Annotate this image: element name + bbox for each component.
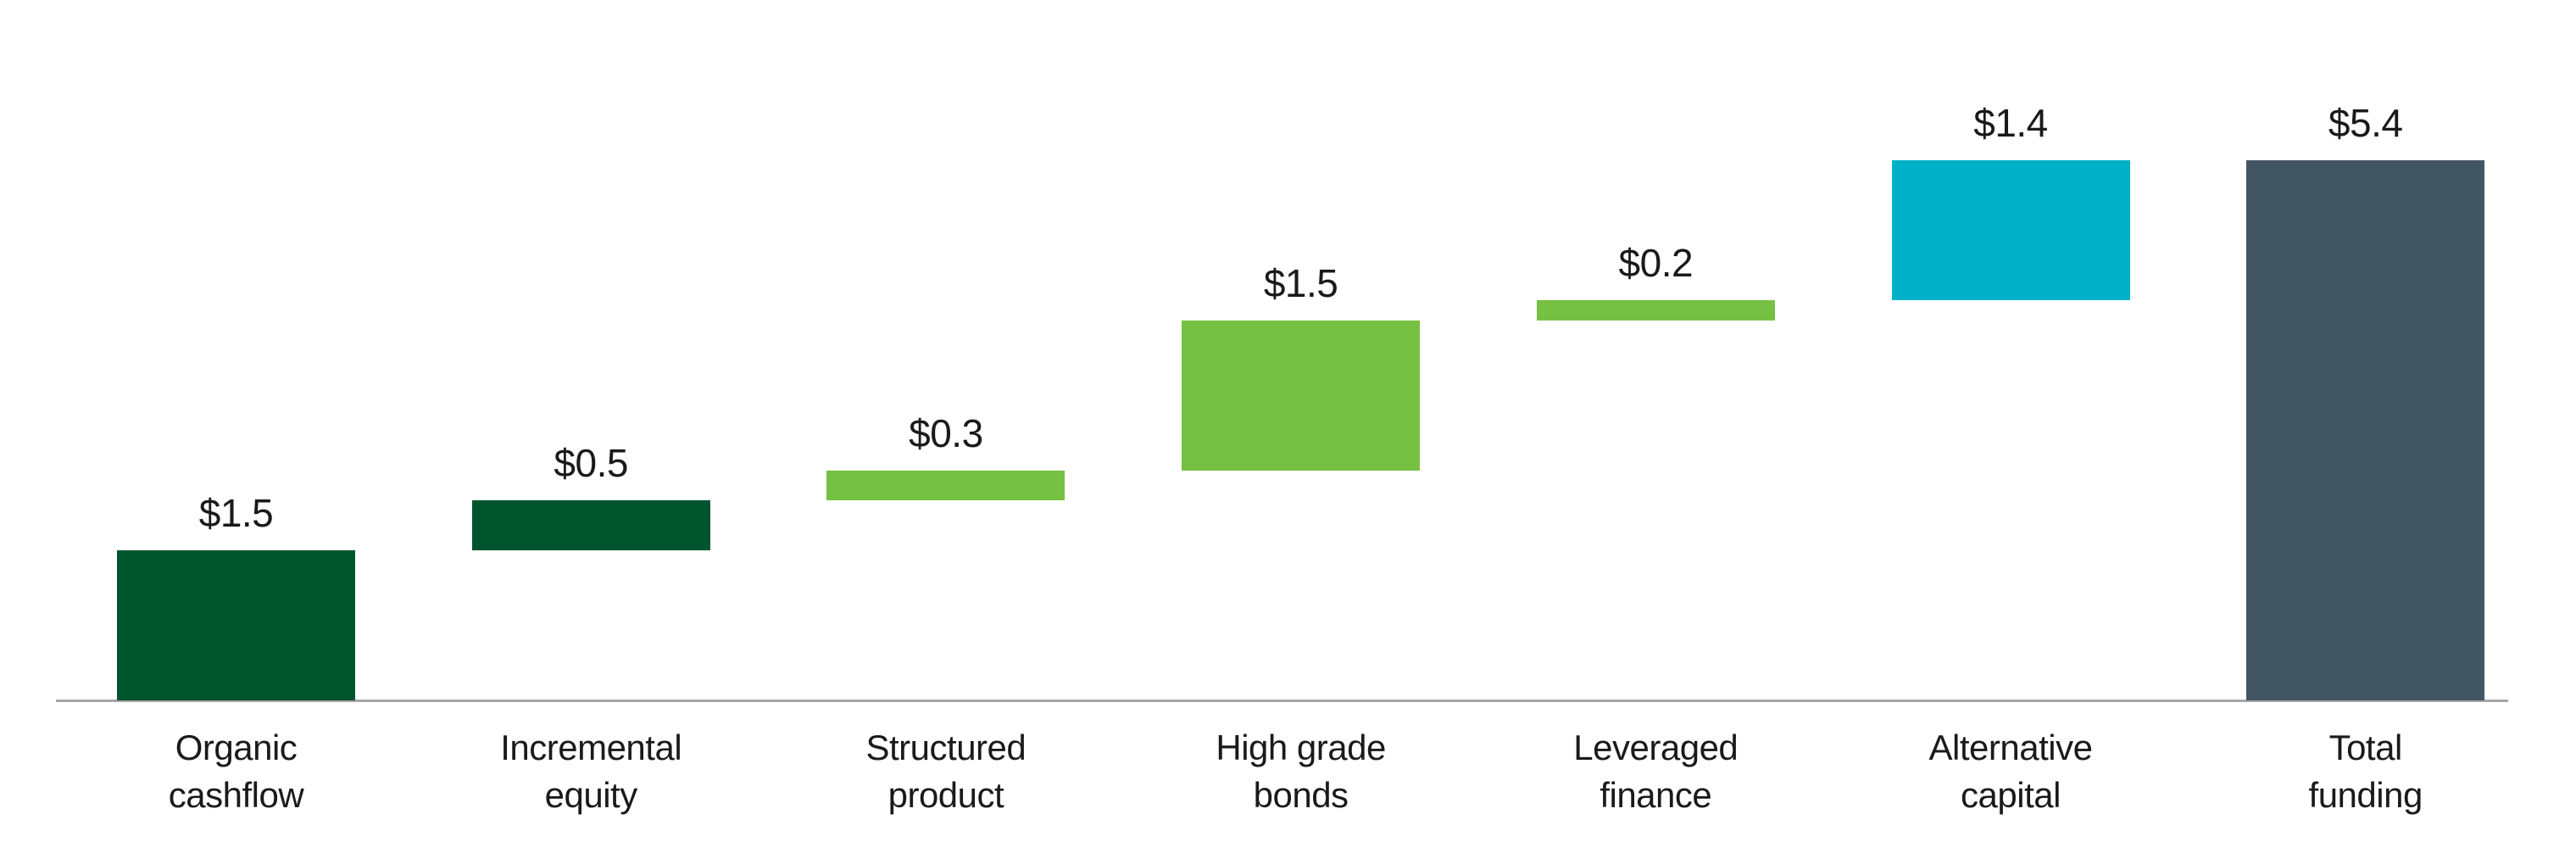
- bar-organic-cashflow: [117, 550, 355, 700]
- category-label-line: capital: [1961, 775, 2061, 815]
- value-label-organic-cashflow: $1.5: [198, 491, 274, 535]
- category-label-line: funding: [2308, 775, 2423, 815]
- bar-leveraged-finance: [1536, 300, 1775, 321]
- bar-total-funding: [2246, 159, 2485, 700]
- category-label-line: Total: [2328, 728, 2403, 767]
- category-label-line: equity: [544, 775, 638, 815]
- category-label-line: Leveraged: [1573, 728, 1739, 767]
- bar-alternative-capital: [1891, 159, 2130, 300]
- category-label-leveraged-finance: Leveraged finance: [1477, 724, 1833, 819]
- value-label-structured-product: $0.3: [909, 410, 983, 455]
- category-label-line: High grade: [1216, 728, 1386, 767]
- x-axis-line: [56, 700, 2508, 702]
- category-label-high-grade-bonds: High grade bonds: [1123, 724, 1479, 819]
- value-label-alternative-capital: $1.4: [1973, 100, 2048, 145]
- category-label-line: Organic: [175, 728, 298, 767]
- category-label-line: cashflow: [168, 775, 304, 815]
- category-label-alternative-capital: Alternative capital: [1833, 724, 2189, 819]
- value-label-leveraged-finance: $0.2: [1618, 241, 1694, 285]
- bar-incremental-equity: [471, 500, 710, 550]
- category-label-line: Incremental: [500, 728, 682, 767]
- category-label-line: bonds: [1253, 775, 1349, 815]
- category-label-line: Structured: [865, 728, 1027, 767]
- value-label-total-funding: $5.4: [2328, 100, 2403, 145]
- category-label-line: Alternative: [1928, 728, 2093, 767]
- category-label-structured-product: Structured product: [768, 724, 1124, 819]
- category-label-line: product: [887, 775, 1004, 815]
- bar-high-grade-bonds: [1182, 320, 1421, 471]
- category-label-line: finance: [1600, 775, 1712, 815]
- category-label-incremental-equity: Incremental equity: [413, 724, 769, 819]
- category-label-total-funding: Total funding: [2188, 724, 2544, 819]
- bar-structured-product: [826, 470, 1065, 500]
- category-label-organic-cashflow: Organic cashflow: [58, 724, 414, 819]
- value-label-high-grade-bonds: $1.5: [1263, 260, 1338, 305]
- value-label-incremental-equity: $0.5: [554, 441, 628, 485]
